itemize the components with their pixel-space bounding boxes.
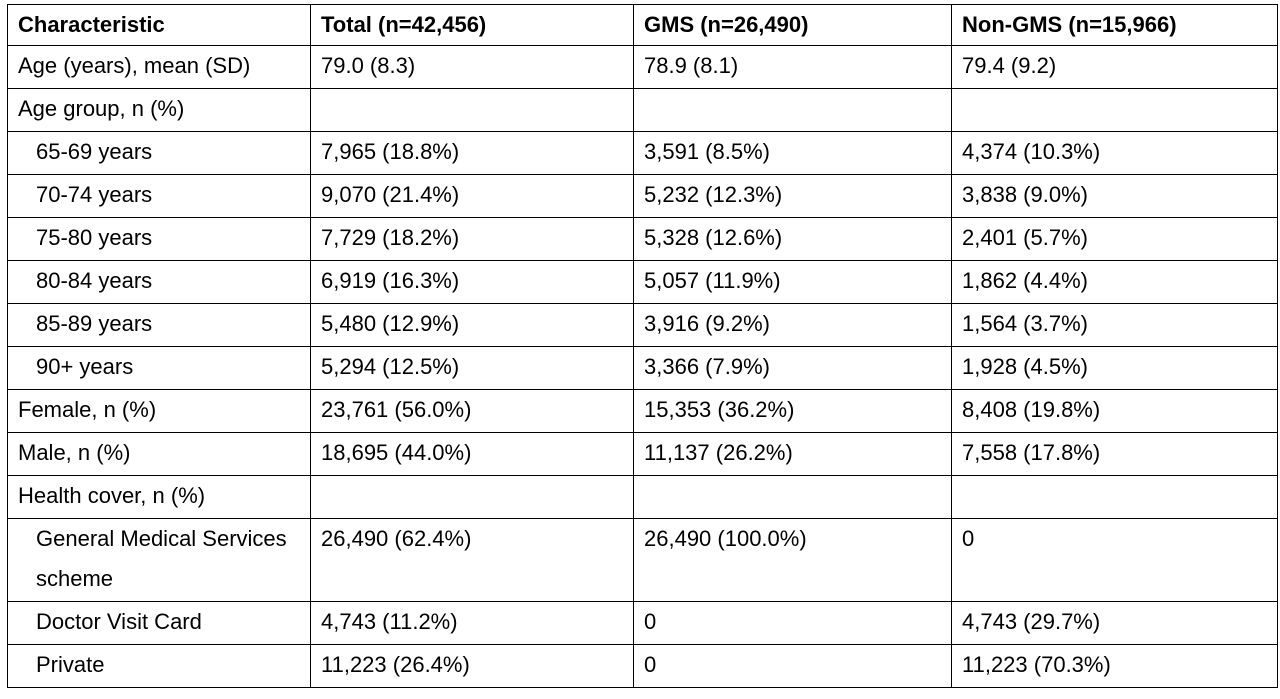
- table-row: Male, n (%) 18,695 (44.0%) 11,137 (26.2%…: [7, 432, 1278, 476]
- cell-non-gms: 1,564 (3.7%): [951, 303, 1278, 347]
- table-row: 90+ years 5,294 (12.5%) 3,366 (7.9%) 1,9…: [7, 346, 1278, 390]
- row-label: Health cover, n (%): [7, 475, 311, 519]
- cell-gms: 3,366 (7.9%): [633, 346, 952, 390]
- cell-non-gms: 1,862 (4.4%): [951, 260, 1278, 304]
- cell-non-gms: 4,374 (10.3%): [951, 131, 1278, 175]
- table-row: Age (years), mean (SD) 79.0 (8.3) 78.9 (…: [7, 45, 1278, 89]
- cell-total: 26,490 (62.4%): [310, 518, 634, 602]
- cell-gms: 78.9 (8.1): [633, 45, 952, 89]
- table-row: Female, n (%) 23,761 (56.0%) 15,353 (36.…: [7, 389, 1278, 433]
- cell-non-gms: 1,928 (4.5%): [951, 346, 1278, 390]
- cell-total: 79.0 (8.3): [310, 45, 634, 89]
- cell-total: 23,761 (56.0%): [310, 389, 634, 433]
- cell-non-gms: [951, 475, 1278, 519]
- table-row: 80-84 years 6,919 (16.3%) 5,057 (11.9%) …: [7, 260, 1278, 304]
- cell-non-gms: 4,743 (29.7%): [951, 601, 1278, 645]
- cell-total: 5,480 (12.9%): [310, 303, 634, 347]
- cell-gms: [633, 88, 952, 132]
- cell-gms: 3,591 (8.5%): [633, 131, 952, 175]
- cell-non-gms: 79.4 (9.2): [951, 45, 1278, 89]
- characteristics-table: Characteristic Total (n=42,456) GMS (n=2…: [7, 4, 1278, 688]
- cell-total: 11,223 (26.4%): [310, 644, 634, 688]
- table-row: 65-69 years 7,965 (18.8%) 3,591 (8.5%) 4…: [7, 131, 1278, 175]
- cell-gms: 5,057 (11.9%): [633, 260, 952, 304]
- table-row: 70-74 years 9,070 (21.4%) 5,232 (12.3%) …: [7, 174, 1278, 218]
- cell-non-gms: 3,838 (9.0%): [951, 174, 1278, 218]
- cell-total: 5,294 (12.5%): [310, 346, 634, 390]
- cell-gms: 15,353 (36.2%): [633, 389, 952, 433]
- cell-total: 18,695 (44.0%): [310, 432, 634, 476]
- row-label: 90+ years: [7, 346, 311, 390]
- row-label: 75-80 years: [7, 217, 311, 261]
- cell-gms: 11,137 (26.2%): [633, 432, 952, 476]
- cell-non-gms: 8,408 (19.8%): [951, 389, 1278, 433]
- header-non-gms: Non-GMS (n=15,966): [951, 4, 1278, 46]
- table-row: Doctor Visit Card 4,743 (11.2%) 0 4,743 …: [7, 601, 1278, 645]
- table-row: General Medical Services scheme 26,490 (…: [7, 518, 1278, 602]
- cell-total: [310, 88, 634, 132]
- cell-total: 9,070 (21.4%): [310, 174, 634, 218]
- table-row: Health cover, n (%): [7, 475, 1278, 519]
- row-label: General Medical Services scheme: [7, 518, 311, 602]
- row-label: Private: [7, 644, 311, 688]
- header-gms: GMS (n=26,490): [633, 4, 952, 46]
- cell-gms: 0: [633, 644, 952, 688]
- row-label: Male, n (%): [7, 432, 311, 476]
- header-total: Total (n=42,456): [310, 4, 634, 46]
- cell-gms: 26,490 (100.0%): [633, 518, 952, 602]
- row-label: 70-74 years: [7, 174, 311, 218]
- table-row: 75-80 years 7,729 (18.2%) 5,328 (12.6%) …: [7, 217, 1278, 261]
- cell-total: 6,919 (16.3%): [310, 260, 634, 304]
- table-row: Age group, n (%): [7, 88, 1278, 132]
- cell-gms: [633, 475, 952, 519]
- row-label: Age (years), mean (SD): [7, 45, 311, 89]
- cell-non-gms: 0: [951, 518, 1278, 602]
- row-label: Doctor Visit Card: [7, 601, 311, 645]
- cell-gms: 3,916 (9.2%): [633, 303, 952, 347]
- cell-non-gms: 11,223 (70.3%): [951, 644, 1278, 688]
- header-characteristic: Characteristic: [7, 4, 311, 46]
- row-label: 65-69 years: [7, 131, 311, 175]
- cell-non-gms: 7,558 (17.8%): [951, 432, 1278, 476]
- cell-total: 4,743 (11.2%): [310, 601, 634, 645]
- cell-gms: 5,328 (12.6%): [633, 217, 952, 261]
- row-label: 85-89 years: [7, 303, 311, 347]
- table-row: 85-89 years 5,480 (12.9%) 3,916 (9.2%) 1…: [7, 303, 1278, 347]
- cell-non-gms: [951, 88, 1278, 132]
- header-row: Characteristic Total (n=42,456) GMS (n=2…: [7, 4, 1278, 46]
- cell-gms: 5,232 (12.3%): [633, 174, 952, 218]
- cell-non-gms: 2,401 (5.7%): [951, 217, 1278, 261]
- row-label: 80-84 years: [7, 260, 311, 304]
- cell-total: 7,729 (18.2%): [310, 217, 634, 261]
- cell-gms: 0: [633, 601, 952, 645]
- row-label: Female, n (%): [7, 389, 311, 433]
- cell-total: 7,965 (18.8%): [310, 131, 634, 175]
- cell-total: [310, 475, 634, 519]
- table-row: Private 11,223 (26.4%) 0 11,223 (70.3%): [7, 644, 1278, 688]
- row-label: Age group, n (%): [7, 88, 311, 132]
